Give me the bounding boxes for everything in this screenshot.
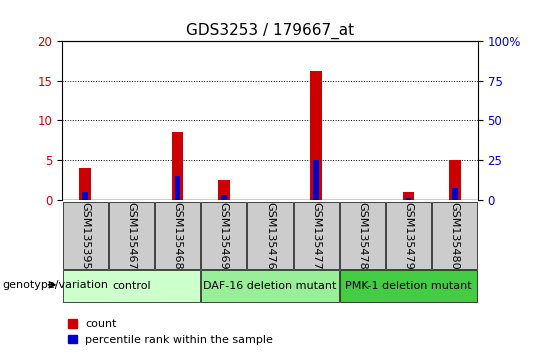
Bar <box>313 160 319 200</box>
Text: control: control <box>112 281 151 291</box>
Text: GSM135469: GSM135469 <box>219 201 229 269</box>
Bar <box>172 132 184 200</box>
Bar <box>452 188 457 200</box>
Bar <box>449 160 461 200</box>
Text: GSM135468: GSM135468 <box>173 201 183 269</box>
Text: GSM135478: GSM135478 <box>357 201 367 269</box>
Text: GSM135476: GSM135476 <box>265 201 275 269</box>
Legend: count, percentile rank within the sample: count, percentile rank within the sample <box>68 319 273 345</box>
Bar <box>406 198 411 200</box>
Bar <box>218 180 230 200</box>
Text: GSM135477: GSM135477 <box>311 201 321 269</box>
Bar <box>79 168 91 200</box>
Bar <box>221 195 227 200</box>
Text: GSM135395: GSM135395 <box>80 202 90 269</box>
Text: genotype/variation: genotype/variation <box>3 280 109 290</box>
Bar <box>83 192 88 200</box>
Title: GDS3253 / 179667_at: GDS3253 / 179667_at <box>186 23 354 39</box>
Text: DAF-16 deletion mutant: DAF-16 deletion mutant <box>204 281 336 291</box>
Text: GSM135480: GSM135480 <box>450 201 460 269</box>
Bar <box>310 71 322 200</box>
Text: GSM135467: GSM135467 <box>126 201 137 269</box>
Text: GSM135479: GSM135479 <box>403 201 414 269</box>
Bar <box>175 176 180 200</box>
Bar <box>403 192 414 200</box>
Text: PMK-1 deletion mutant: PMK-1 deletion mutant <box>345 281 472 291</box>
